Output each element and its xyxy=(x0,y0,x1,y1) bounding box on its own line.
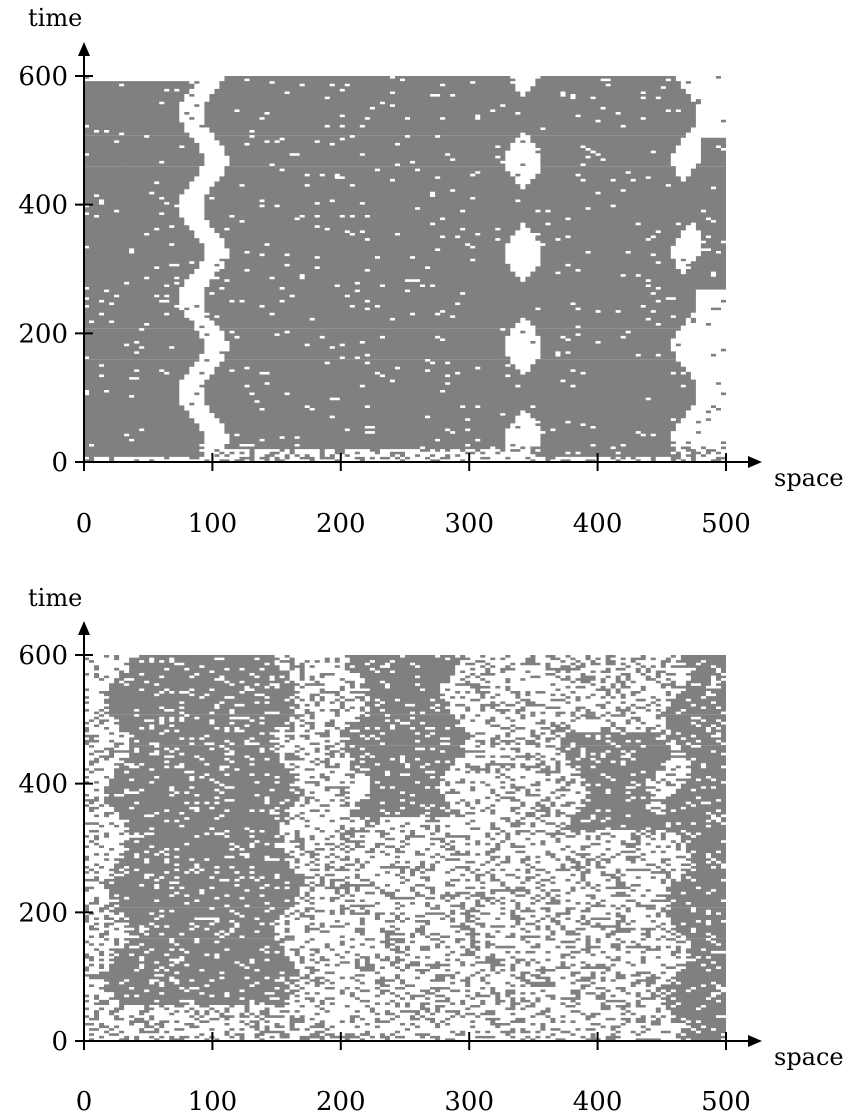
bottom-panel-x-axis-label: space xyxy=(774,1043,844,1071)
y-tick-label: 600 xyxy=(18,641,68,671)
top-panel-axes: 0 100 200 300 400 500 0 200 400 600 xyxy=(18,42,762,539)
x-tick-label: 400 xyxy=(573,1087,623,1117)
y-tick-label: 200 xyxy=(18,898,68,928)
x-tick-label: 200 xyxy=(316,1087,366,1117)
y-axis-arrow xyxy=(78,621,90,635)
bottom-panel-occupancy xyxy=(84,655,726,1041)
x-tick-label: 500 xyxy=(701,509,751,539)
bottom-panel-axes: 0 100 200 300 400 500 0 200 400 600 xyxy=(18,621,762,1117)
x-tick-label: 200 xyxy=(316,509,366,539)
top-panel-y-axis-label: time xyxy=(28,4,82,32)
y-tick-label: 200 xyxy=(18,319,68,349)
bottom-panel: 0 100 200 300 400 500 0 200 400 600 time space xyxy=(18,584,843,1117)
occupancy-cells xyxy=(84,655,726,1041)
y-tick-label: 400 xyxy=(18,191,68,221)
x-tick-label: 0 xyxy=(76,509,93,539)
y-tick-label: 0 xyxy=(51,1027,68,1057)
y-axis-arrow xyxy=(78,42,90,56)
x-tick-label: 500 xyxy=(701,1087,751,1117)
y-tick-label: 600 xyxy=(18,62,68,92)
top-panel-x-axis-label: space xyxy=(774,464,844,492)
occupancy-cells xyxy=(84,76,726,462)
x-axis-arrow xyxy=(748,456,762,468)
x-tick-label: 100 xyxy=(188,509,238,539)
bottom-panel-y-axis-label: time xyxy=(28,584,82,612)
top-panel: 0 100 200 300 400 500 0 200 400 600 time space xyxy=(18,4,843,539)
top-panel-occupancy xyxy=(84,76,726,462)
x-tick-label: 400 xyxy=(573,509,623,539)
x-tick-label: 100 xyxy=(188,1087,238,1117)
x-tick-label: 0 xyxy=(76,1087,93,1117)
y-tick-label: 400 xyxy=(18,770,68,800)
x-tick-label: 300 xyxy=(444,1087,494,1117)
x-axis-arrow xyxy=(748,1035,762,1047)
x-tick-label: 300 xyxy=(444,509,494,539)
y-tick-label: 0 xyxy=(51,448,68,478)
